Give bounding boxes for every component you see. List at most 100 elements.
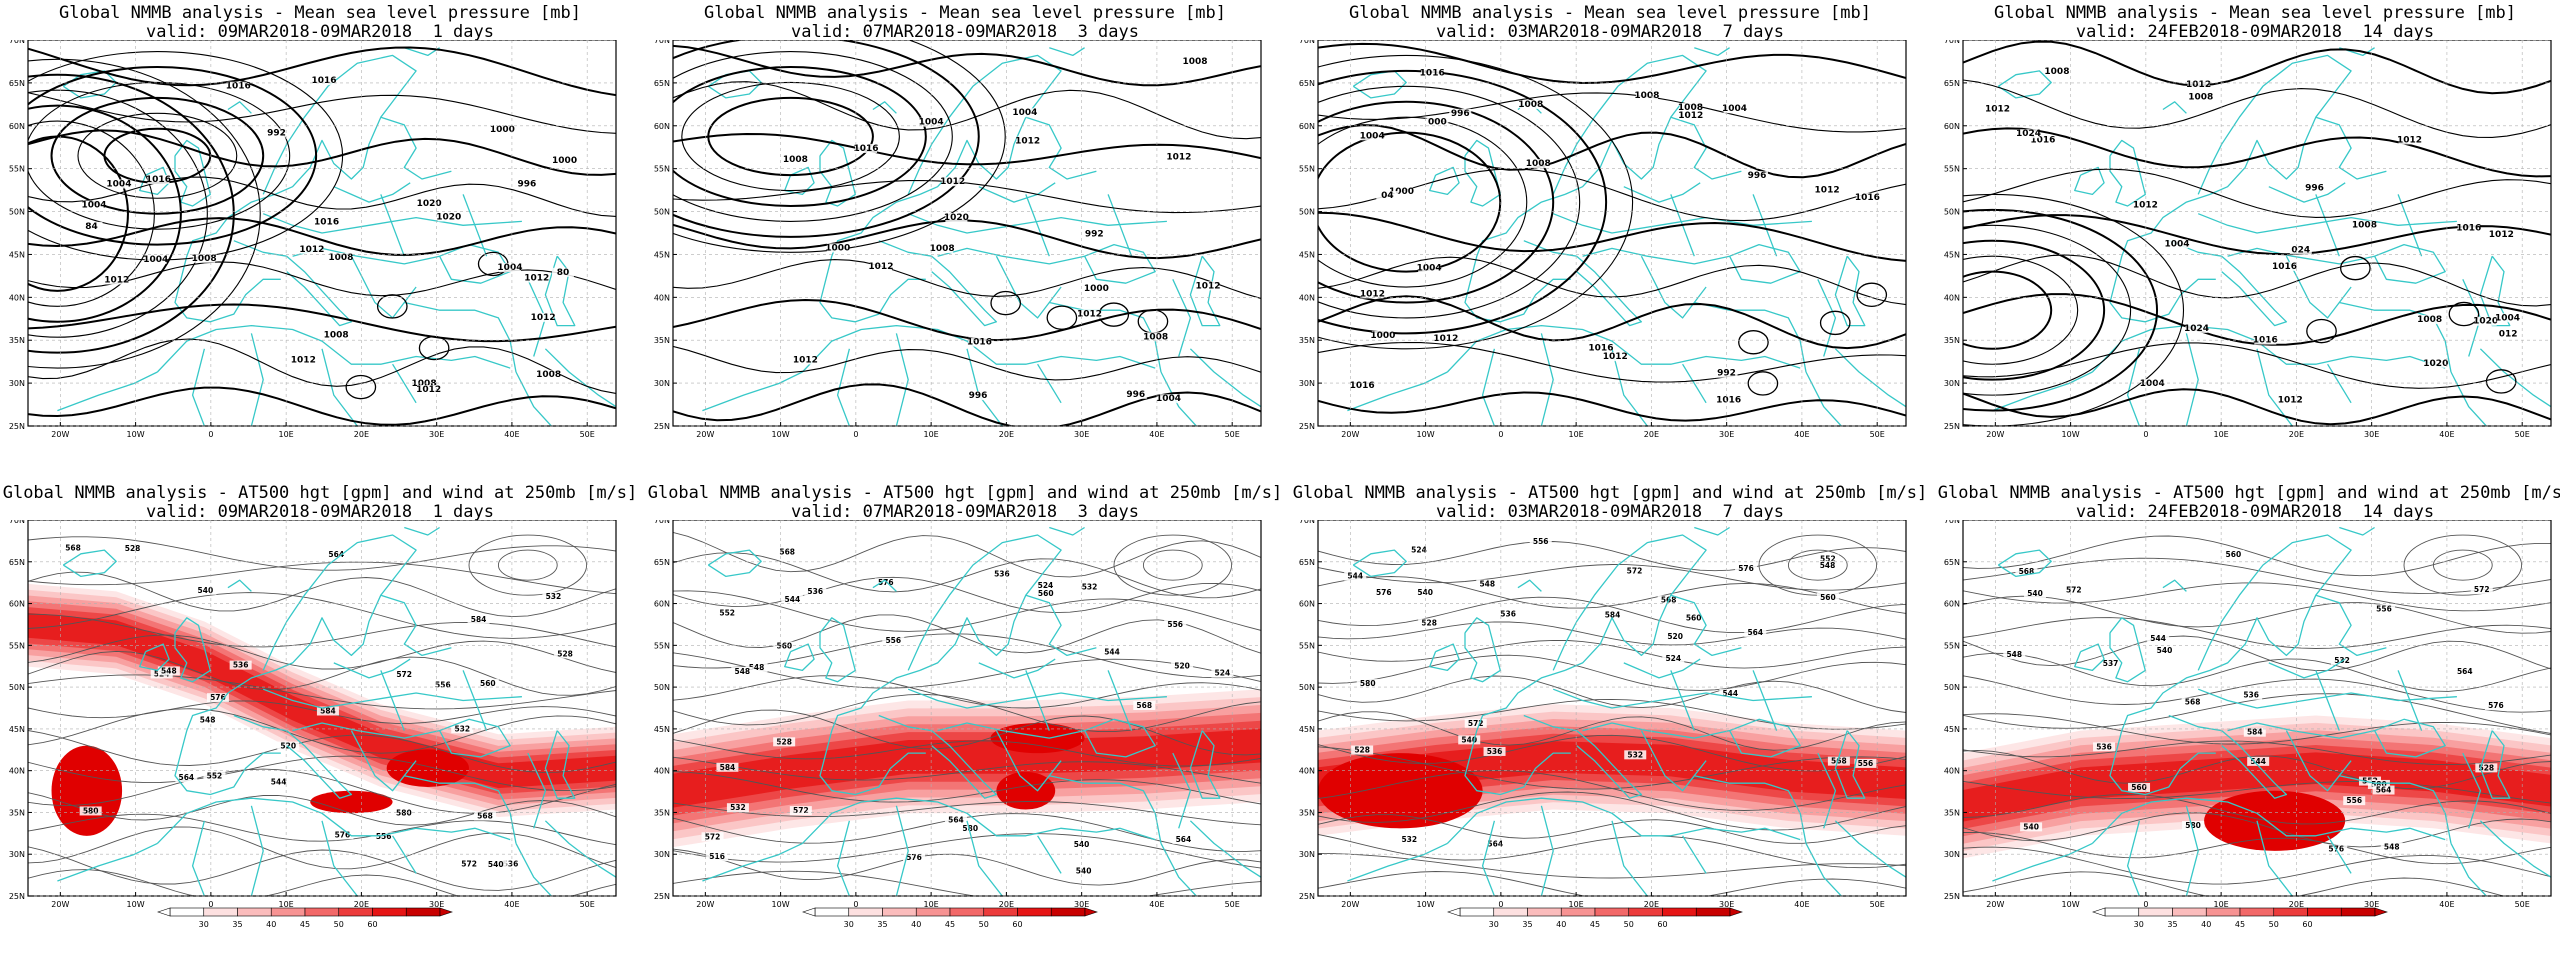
lat-tick-label: 55N — [9, 641, 25, 650]
isobar-layer — [1963, 40, 2551, 426]
contour-label: 560 — [2131, 783, 2147, 792]
lon-tick-label: 20W — [1986, 430, 2004, 439]
contour-label: 540 — [488, 860, 504, 869]
contour-label: 1016 — [314, 217, 339, 227]
upper-air-panel-2: Global NMMB analysis - AT500 hgt [gpm] a… — [645, 480, 1285, 960]
contour-label: 536 — [994, 569, 1010, 578]
lat-tick-label: 60N — [1299, 600, 1315, 609]
lat-tick-label: 30N — [1944, 379, 1960, 388]
colorbar-tick: 30 — [844, 920, 854, 929]
coastline-layer — [57, 526, 616, 896]
lat-tick-label: 25N — [1944, 892, 1960, 901]
lon-tick-label: 30E — [1074, 430, 1089, 439]
contour-label: 540 — [1417, 588, 1433, 597]
lat-tick-label: 45N — [654, 250, 670, 259]
contour-label: 524 — [1215, 669, 1231, 678]
contour-label: 1000 — [825, 243, 850, 253]
lon-tick-label: 30E — [429, 900, 444, 909]
contour-label: 1004 — [143, 255, 168, 265]
contour-label: 1008 — [2417, 315, 2442, 325]
contour-label: 992 — [1717, 369, 1736, 379]
contour-label: 996 — [2305, 184, 2324, 194]
contour-label: 528 — [2479, 763, 2495, 772]
contour-labels: 1012 1004 1000 996 992 1008 1012 1020 996 1000 100… — [783, 56, 1221, 404]
contour-label: 540 — [2027, 589, 2043, 598]
contour-label: 1012 — [1815, 186, 1840, 196]
contour-label: 560 — [776, 642, 792, 651]
contour-label: 564 — [179, 773, 195, 782]
contour-label: 544 — [785, 595, 801, 604]
contour-label: 04 — [1381, 191, 1394, 201]
contour-label: 1012 — [531, 313, 556, 323]
contour-label: 576 — [906, 853, 922, 862]
colorbar-tick: 45 — [2235, 920, 2245, 929]
contour-label: 540 — [198, 586, 214, 595]
lat-tick-label: 65N — [654, 558, 670, 567]
lat-tick-label: 60N — [9, 122, 25, 131]
contour-label: 1012 — [524, 273, 549, 283]
contour-label: 532 — [1627, 750, 1643, 759]
lat-tick-label: 50N — [9, 683, 25, 692]
contour-label: 1008 — [1183, 57, 1208, 67]
contour-label: 1000 — [490, 125, 515, 135]
panel-title-line: Global NMMB analysis - AT500 hgt [gpm] a… — [1292, 483, 1928, 503]
wind-speed-colorbar: 30 35 40 45 50 60 — [157, 907, 453, 929]
contour-label: 556 — [885, 636, 901, 645]
panel-title: Global NMMB analysis - Mean sea level pr… — [0, 4, 640, 42]
contour-label: 1016 — [226, 82, 251, 92]
lon-tick-label: 30E — [1719, 900, 1734, 909]
contour-label: 536 — [1500, 610, 1516, 619]
lon-tick-label: 10E — [279, 900, 294, 909]
colorbar-tick: 60 — [2302, 920, 2312, 929]
contour-label: 1004 — [2140, 379, 2165, 389]
lat-tick-label: 65N — [1299, 79, 1315, 88]
panel-valid-period: valid: 07MAR2018-09MAR2018 3 days — [791, 22, 1139, 42]
contour-label: 572 — [1468, 719, 1484, 728]
map-plot: 0241020101610121008100410161024102410201… — [1944, 40, 2552, 439]
contour-label: 544 — [1104, 648, 1120, 657]
lat-tick-label: 50N — [9, 208, 25, 217]
contour-label: 1008 — [536, 370, 561, 380]
contour-label: 580 — [83, 806, 99, 815]
geopotential-contours — [28, 534, 616, 896]
lat-tick-label: 55N — [654, 641, 670, 650]
upper-air-panel-4: Global NMMB analysis - AT500 hgt [gpm] a… — [1935, 480, 2560, 960]
lon-tick-label: 20E — [999, 430, 1014, 439]
contour-label: 1000 — [552, 156, 577, 166]
lat-tick-label: 30N — [654, 379, 670, 388]
panel-title: Global NMMB analysis - AT500 hgt [gpm] a… — [1935, 484, 2560, 522]
contour-labels: 5365405325285365405445485525565605645685… — [2003, 549, 2507, 854]
lon-tick-label: 10E — [2214, 900, 2229, 909]
lon-tick-label: 10E — [1569, 900, 1584, 909]
lon-tick-label: 30E — [2364, 900, 2379, 909]
contour-label: 1012 — [416, 385, 441, 395]
panel-valid-period: valid: 09MAR2018-09MAR2018 1 days — [146, 502, 494, 522]
lon-tick-label: 0 — [1498, 430, 1503, 439]
contour-label: 1012 — [868, 262, 893, 272]
contour-label: 536 — [1487, 747, 1503, 756]
lat-tick-label: 70N — [654, 520, 670, 525]
contour-label: 576 — [335, 830, 351, 839]
contour-label: 1004 — [497, 263, 522, 273]
contour-label: 1008 — [2352, 221, 2377, 231]
lat-tick-label: 25N — [1299, 892, 1315, 901]
contour-label: 1016 — [2456, 223, 2481, 233]
contour-label: 576 — [1376, 588, 1392, 597]
contour-label: 1004 — [1417, 263, 1442, 273]
map-plot: 5165205245285325365405445485525565605645… — [654, 520, 1262, 909]
contour-label: 540 — [2023, 822, 2039, 831]
lon-tick-label: 10W — [1417, 430, 1435, 439]
panel-title: Global NMMB analysis - AT500 hgt [gpm] a… — [0, 484, 640, 522]
contour-label: 528 — [776, 737, 792, 746]
geopotential-contours — [1318, 534, 1906, 896]
mslp-panel-1: Global NMMB analysis - Mean sea level pr… — [0, 0, 640, 480]
contour-label: 560 — [1686, 614, 1702, 623]
lat-tick-label: 40N — [9, 767, 25, 776]
contour-label: 556 — [2346, 796, 2362, 805]
lat-tick-label: 35N — [1299, 808, 1315, 817]
lon-tick-label: 40E — [1794, 900, 1809, 909]
lon-tick-label: 20W — [1986, 900, 2004, 909]
contour-label: 000 — [1428, 117, 1447, 127]
contour-label: 1020 — [2473, 317, 2498, 327]
colorbar-tick: 45 — [945, 920, 955, 929]
